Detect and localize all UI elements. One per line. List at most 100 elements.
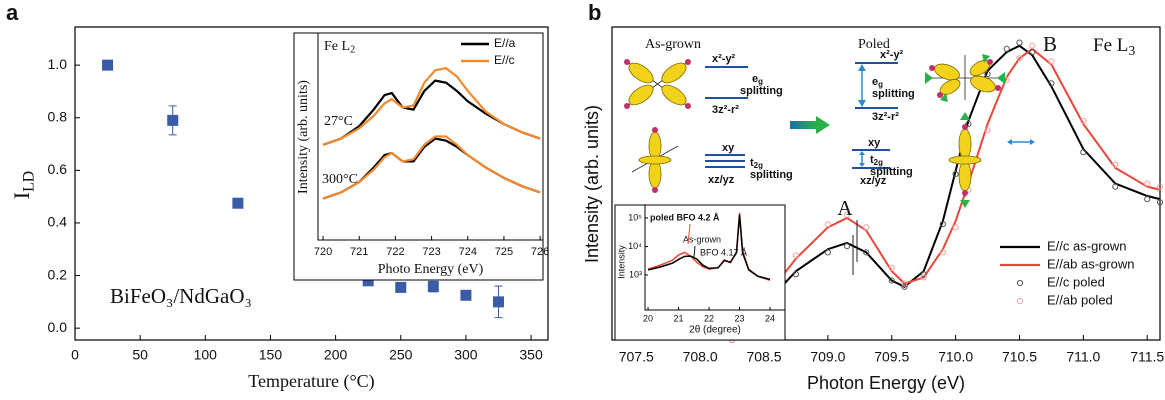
- x-tick-label: 100: [194, 347, 218, 363]
- data-point: [920, 271, 927, 278]
- data-point: [843, 243, 851, 250]
- data-point: [952, 171, 959, 178]
- diagram-label-sub: g: [758, 77, 763, 86]
- overlay-layer: Fe L3 A B E//c as-grown E//ab as-grown E//c p…: [614, 32, 1135, 341]
- x-axis-label: Photon Energy (eV): [807, 373, 965, 393]
- y-axis-label: Intensity: [616, 245, 626, 279]
- chart-title: Fe L3: [1093, 35, 1135, 58]
- diagram-label: eg: [752, 73, 763, 86]
- legend-label: E//ab poled: [1047, 292, 1113, 307]
- data-point: [920, 274, 927, 281]
- plot-frame: [74, 26, 549, 341]
- diagram-label-main: e: [752, 73, 758, 85]
- y-tick-label: 0.2: [48, 266, 68, 282]
- series-line: [322, 135, 541, 200]
- x-tick-label: 250: [389, 347, 413, 363]
- data-point: [1029, 42, 1036, 49]
- x-tick-label: 150: [259, 347, 283, 363]
- orbital-eg-poled: [925, 54, 1005, 102]
- data-point: [1112, 161, 1119, 168]
- inset-title-sub: 2: [350, 45, 355, 56]
- legend-swatch: [1016, 279, 1024, 287]
- plot-frame: [644, 204, 786, 311]
- panel-label: b: [588, 0, 601, 25]
- energy-levels-poled: [852, 62, 898, 169]
- annotation: poled BFO 4.2 Å: [650, 212, 720, 222]
- data-point: [1144, 196, 1151, 203]
- y-axis-label-main: I: [9, 192, 34, 199]
- x-tick-label: 711.0: [1066, 349, 1100, 365]
- x-tick-label: 708.0: [683, 349, 718, 365]
- chart-layer: 0 50 100 150 200 250 300 350 0.0 0.2 0.4 0.6 0.8 1.0 a…: [6, 0, 1164, 393]
- diagram-label: splitting: [870, 166, 913, 178]
- data-point: [1144, 180, 1151, 187]
- data-point: [1048, 80, 1055, 87]
- diagram-label-main: e: [872, 76, 878, 88]
- x-tick-label: 721: [350, 246, 368, 258]
- data-point: [863, 224, 870, 231]
- data-point: [888, 277, 895, 284]
- x-tick-label: 709.0: [810, 349, 845, 365]
- data-point: [863, 249, 870, 256]
- data-point: [1048, 58, 1055, 65]
- x-tick-label: 711.5: [1130, 349, 1164, 365]
- plot-frame: [611, 26, 1161, 341]
- y-axis-label-sub: LD: [20, 171, 37, 192]
- diagram-label: splitting: [740, 85, 783, 97]
- data-point: [460, 289, 472, 301]
- diagram-label-sub: g: [878, 80, 883, 89]
- data-point: [1112, 183, 1119, 190]
- x-tick-label: 710.5: [1002, 349, 1037, 365]
- diagram-shapes: [624, 54, 1035, 275]
- peak-a-markers: [852, 220, 858, 275]
- diagram-label-main: t: [750, 157, 754, 169]
- y-tick-label: 1.0: [48, 56, 68, 72]
- inset-background: [614, 204, 786, 341]
- y-tick-label: 10⁴: [628, 241, 642, 251]
- data-point: [1080, 149, 1087, 156]
- x-tick-label: 725: [495, 246, 513, 258]
- data-point: [102, 59, 114, 71]
- x-tick-label: 726: [531, 246, 549, 258]
- x-tick-label: 23: [735, 313, 745, 323]
- data-point: [901, 283, 908, 290]
- diagram-label: x²-y²: [880, 49, 904, 61]
- annotation: As-grown: [683, 234, 721, 244]
- curve-label: 300°C: [322, 172, 358, 187]
- diagram-label: xz/yz: [860, 175, 887, 187]
- x-tick-label: 350: [519, 347, 543, 363]
- diagram-label: t2g: [870, 154, 883, 167]
- data-point: [792, 271, 800, 278]
- x-tick-label: 22: [704, 313, 714, 323]
- plot-frame: [317, 32, 544, 241]
- data-point: [1003, 45, 1010, 53]
- diagram-label: Poled: [858, 37, 890, 52]
- diagram-label: 3z²-r²: [872, 111, 899, 123]
- series-line: [322, 67, 541, 146]
- data-point: [952, 224, 959, 231]
- data-point: [395, 281, 407, 293]
- splitting-arrows: [858, 64, 866, 167]
- x-tick-label: 707.5: [619, 349, 654, 365]
- chart-title-sub: 3: [1128, 43, 1135, 58]
- data-point: [939, 249, 946, 256]
- transition-arrow: [790, 116, 830, 134]
- x-tick-label: 710.0: [938, 349, 973, 365]
- x-tick-label: 200: [324, 347, 348, 363]
- diagram-label-main: t: [870, 154, 874, 166]
- x-axis-label: Photo Energy (eV): [378, 262, 484, 277]
- y-axis-label: Intensity (arb. units): [582, 105, 602, 263]
- x-tick-label: 709.5: [874, 349, 909, 365]
- y-tick-label: 0.4: [48, 214, 68, 230]
- x-axis-label: Temperature (°C): [248, 371, 374, 392]
- orbital-t2g-poled: [948, 112, 982, 208]
- x-tick-label: 723: [422, 246, 440, 258]
- legend-label: E//c as-grown: [1047, 238, 1126, 253]
- diagram-label: splitting: [872, 88, 915, 100]
- data-point: [792, 252, 800, 259]
- y-axis-label: Intensity (arb. units): [296, 80, 311, 194]
- shift-marker: [1007, 139, 1035, 145]
- data-point: [824, 221, 831, 228]
- x-axis-label: 2θ (degree): [689, 325, 741, 336]
